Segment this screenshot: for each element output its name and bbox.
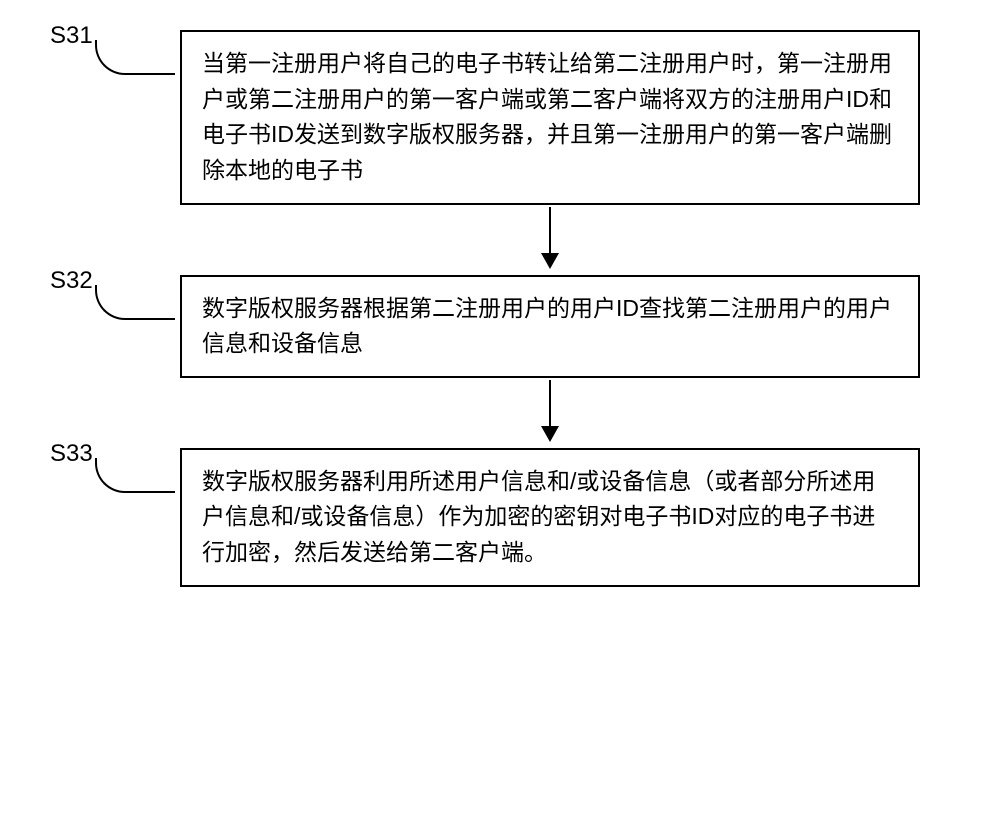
arrow-head-icon bbox=[541, 426, 559, 442]
arrow-line bbox=[549, 207, 551, 257]
step-box-s31: 当第一注册用户将自己的电子书转让给第二注册用户时，第一注册用户或第二注册用户的第… bbox=[180, 30, 920, 205]
step-box-s33: 数字版权服务器利用所述用户信息和/或设备信息（或者部分所述用户信息和/或设备信息… bbox=[180, 448, 920, 587]
step-label-s31: S31 bbox=[50, 22, 93, 50]
label-connector bbox=[95, 40, 175, 75]
flowchart-container: S31 当第一注册用户将自己的电子书转让给第二注册用户时，第一注册用户或第二注册… bbox=[50, 30, 950, 587]
step-label-s32: S32 bbox=[50, 267, 93, 295]
step-s31: S31 当第一注册用户将自己的电子书转让给第二注册用户时，第一注册用户或第二注册… bbox=[50, 30, 950, 205]
label-connector bbox=[95, 285, 175, 320]
arrow-head-icon bbox=[541, 253, 559, 269]
step-s32: S32 数字版权服务器根据第二注册用户的用户ID查找第二注册用户的用户信息和设备… bbox=[50, 275, 950, 378]
arrow-line bbox=[549, 380, 551, 430]
step-s33: S33 数字版权服务器利用所述用户信息和/或设备信息（或者部分所述用户信息和/或… bbox=[50, 448, 950, 587]
step-label-s33: S33 bbox=[50, 440, 93, 468]
label-connector bbox=[95, 458, 175, 493]
arrow-s32-s33 bbox=[180, 378, 920, 448]
step-box-s32: 数字版权服务器根据第二注册用户的用户ID查找第二注册用户的用户信息和设备信息 bbox=[180, 275, 920, 378]
arrow-s31-s32 bbox=[180, 205, 920, 275]
